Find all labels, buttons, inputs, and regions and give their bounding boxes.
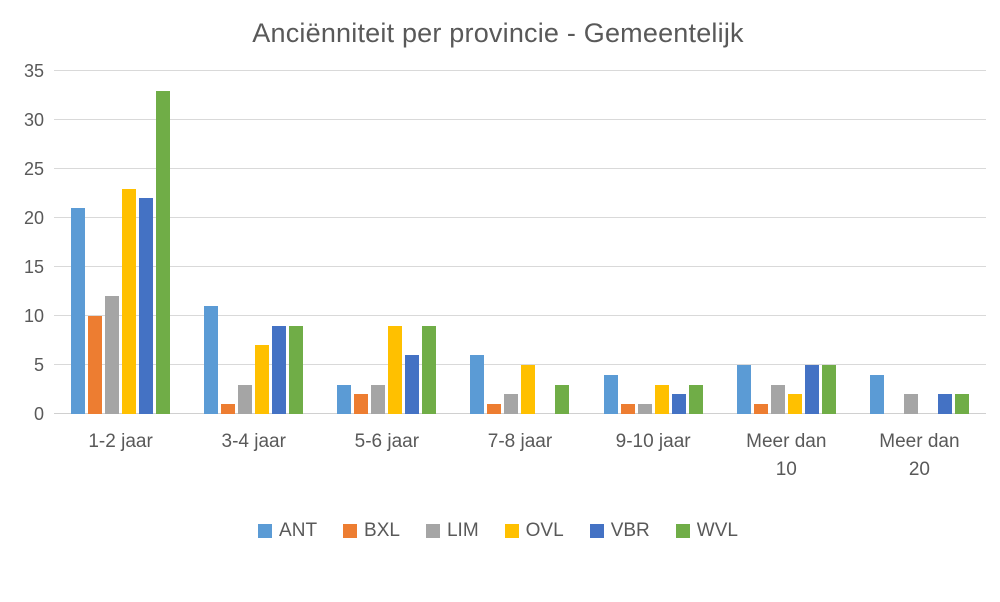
x-label-meer-dan-20: Meer dan 20 (879, 431, 960, 480)
bar-vbr-9-10-jaar (671, 394, 686, 414)
bar-bxl-3-4-jaar (221, 404, 236, 414)
x-axis: 1-2 jaar 3-4 jaar 5-6 jaar 7-8 jaar 9-10 jaa… (54, 428, 986, 483)
bar-wvl-3-4-jaar (289, 325, 304, 414)
bar-ant-9-10-jaar (603, 374, 618, 414)
x-label-7-8-jaar: 7-8 jaar (487, 431, 553, 452)
bar-ovl-meer-dan-10 (787, 394, 802, 414)
y-axis: 0 5 10 15 20 25 30 35 (10, 62, 54, 423)
bar-ovl-7-8-jaar (521, 365, 536, 414)
y-tick-label-5: 5 (33, 355, 44, 375)
bar-lim-9-10-jaar (637, 404, 652, 414)
legend-swatch-ant (258, 523, 273, 538)
x-label-9-10-jaar: 9-10 jaar (615, 431, 691, 452)
legend-swatch-bxl (343, 523, 358, 538)
gridline-5 (54, 364, 986, 365)
bar-bxl-7-8-jaar (487, 404, 502, 414)
bar-wvl-5-6-jaar (422, 325, 437, 414)
bar-wvl-meer-dan-20 (954, 394, 969, 414)
bar-wvl-7-8-jaar (555, 384, 570, 414)
bar-lim-5-6-jaar (371, 384, 386, 414)
bar-lim-meer-dan-20 (903, 394, 918, 414)
legend-label-wvl: WVL (696, 520, 738, 542)
bar-wvl-1-2-jaar (156, 90, 171, 414)
bar-ant-5-6-jaar (337, 384, 352, 414)
legend-label-lim: LIM (446, 520, 479, 542)
gridline-35 (54, 70, 986, 71)
bar-wvl-meer-dan-10 (821, 365, 836, 414)
gridline-20 (54, 217, 986, 218)
bar-lim-1-2-jaar (105, 296, 120, 414)
y-tick-label-15: 15 (23, 257, 44, 277)
bar-ant-meer-dan-20 (869, 374, 884, 414)
bar-wvl-9-10-jaar (688, 384, 703, 414)
bar-ant-3-4-jaar (204, 306, 219, 414)
y-tick-label-25: 25 (23, 159, 44, 179)
legend-label-ovl: OVL (525, 520, 564, 542)
legend-label-bxl: BXL (364, 520, 400, 542)
legend-label-vbr: VBR (610, 520, 650, 542)
bar-ovl-9-10-jaar (654, 384, 669, 414)
bar-group-5-6-jaar (320, 71, 453, 414)
bar-lim-3-4-jaar (238, 384, 253, 414)
bar-group-1-2-jaar (54, 71, 187, 414)
legend-item-lim: LIM (425, 520, 479, 542)
x-label-1-2-jaar: 1-2 jaar (88, 431, 153, 452)
bar-group-meer-dan-10 (720, 71, 853, 414)
legend-swatch-ovl (504, 523, 519, 538)
gridline-15 (54, 266, 986, 267)
bar-lim-7-8-jaar (504, 394, 519, 414)
legend-swatch-vbr (589, 523, 604, 538)
bar-ant-7-8-jaar (470, 355, 485, 414)
bar-ant-1-2-jaar (71, 208, 86, 414)
bar-ovl-1-2-jaar (122, 188, 137, 414)
bar-ant-meer-dan-10 (736, 365, 751, 414)
bar-group-3-4-jaar (187, 71, 320, 414)
y-tick-label-35: 35 (23, 61, 44, 81)
legend-item-bxl: BXL (343, 521, 400, 540)
legend-swatch-lim (425, 523, 440, 538)
x-label-meer-dan-10: Meer dan 10 (746, 431, 827, 480)
y-tick-label-30: 30 (23, 110, 44, 130)
plot-area (54, 70, 986, 414)
bar-group-7-8-jaar (453, 71, 586, 414)
bar-bxl-9-10-jaar (620, 404, 635, 414)
bar-bxl-1-2-jaar (88, 316, 103, 414)
y-tick-label-10: 10 (23, 306, 44, 326)
bar-group-9-10-jaar (587, 71, 720, 414)
bar-vbr-1-2-jaar (139, 198, 154, 414)
plot-wrap: 1-2 jaar 3-4 jaar 5-6 jaar 7-8 jaar 9-10 jaa… (54, 70, 986, 483)
bar-ovl-5-6-jaar (388, 325, 403, 414)
bar-vbr-3-4-jaar (272, 325, 287, 414)
x-label-5-6-jaar: 5-6 jaar (354, 431, 420, 452)
legend-swatch-wvl (675, 523, 690, 538)
y-tick-label-20: 20 (23, 208, 44, 228)
gridline-25 (54, 168, 986, 169)
chart-title: Anciënniteit per provincie - Gemeentelij… (252, 18, 744, 48)
legend-item-vbr: VBR (589, 520, 650, 542)
bar-groups (54, 71, 986, 414)
bar-bxl-5-6-jaar (354, 394, 369, 414)
y-tick-label-0: 0 (33, 404, 44, 424)
bar-bxl-meer-dan-10 (753, 404, 768, 414)
bar-vbr-meer-dan-20 (937, 394, 952, 414)
chart-body: 0 5 10 15 20 25 30 35 1-2 jaar 3-4 jaar 5-6 jaar 7… (10, 62, 986, 483)
legend: ANT BXL LIM OVL VBR WVL (10, 521, 986, 540)
x-axis-line (54, 413, 986, 414)
legend-item-ovl: OVL (504, 520, 564, 542)
legend-label-ant: ANT (279, 520, 318, 542)
x-label-3-4-jaar: 3-4 jaar (221, 431, 286, 452)
bar-lim-meer-dan-10 (770, 384, 785, 414)
legend-item-ant: ANT (258, 521, 317, 540)
gridline-10 (54, 315, 986, 316)
bar-vbr-5-6-jaar (405, 355, 420, 414)
bar-ovl-3-4-jaar (255, 345, 270, 414)
bar-vbr-meer-dan-10 (804, 365, 819, 414)
bar-group-meer-dan-20 (853, 71, 986, 414)
legend-item-wvl: WVL (675, 520, 738, 542)
gridline-30 (54, 119, 986, 120)
